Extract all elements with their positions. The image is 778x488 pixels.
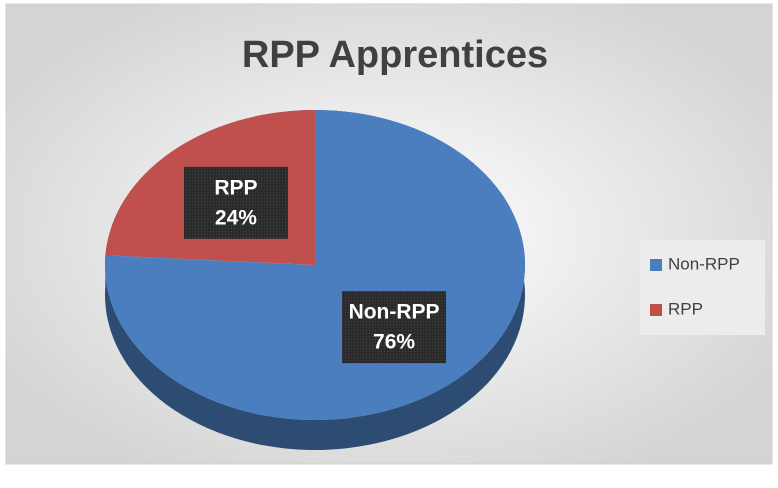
data-label-category: Non-RPP: [349, 301, 440, 324]
data-label: RPP 24%: [183, 166, 288, 239]
data-label-value: 76%: [373, 331, 415, 354]
data-label-value: 24%: [215, 206, 257, 229]
data-label-box: [342, 291, 447, 364]
data-label: Non-RPP 76%: [342, 291, 447, 364]
chart-title: RPP Apprentices: [242, 34, 548, 76]
data-label-box: [183, 166, 288, 239]
legend-label: RPP: [668, 299, 703, 318]
legend-swatch: [650, 259, 662, 271]
data-label-category: RPP: [214, 176, 257, 199]
legend-box: [640, 240, 765, 335]
legend-swatch: [650, 304, 662, 316]
legend-label: Non-RPP: [668, 254, 740, 273]
